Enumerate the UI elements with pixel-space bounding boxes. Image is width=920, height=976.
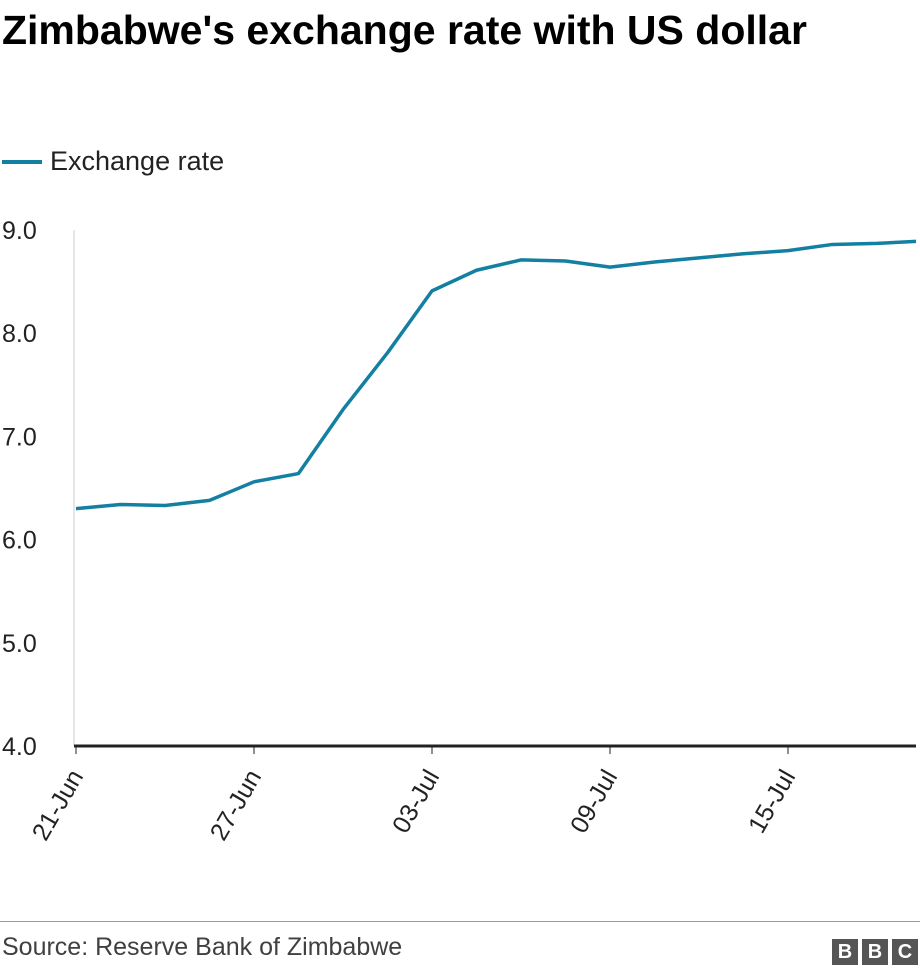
bbc-logo-letter: B [862, 939, 888, 965]
bbc-logo: B B C [832, 939, 918, 965]
footer-divider [0, 921, 920, 922]
y-tick-label: 6.0 [2, 527, 37, 555]
source-note: Source: Reserve Bank of Zimbabwe [2, 933, 403, 961]
y-tick-label: 4.0 [2, 733, 37, 761]
legend-swatch [2, 159, 42, 164]
legend: Exchange rate [2, 146, 224, 177]
legend-label: Exchange rate [50, 146, 225, 176]
line-chart: 4.0 5.0 6.0 7.0 8.0 9.0 21-Jun 27-Jun 03-Jul 09-J… [2, 217, 917, 845]
exchange-rate-line [75, 239, 917, 511]
x-tick-label: 21-Jun [27, 765, 89, 845]
y-tick-label: 5.0 [2, 630, 37, 658]
x-tick-label: 27-Jun [205, 765, 267, 845]
x-tick-label: 03-Jul [387, 765, 445, 838]
y-tick-label: 7.0 [2, 423, 37, 451]
x-tick-label: 15-Jul [743, 765, 801, 838]
y-tick-label: 9.0 [2, 217, 37, 245]
bbc-logo-letter: C [892, 939, 918, 965]
x-tick-label: 09-Jul [565, 765, 623, 838]
chart-title: Zimbabwe's exchange rate with US dollar [2, 7, 807, 53]
bbc-logo-letter: B [832, 939, 858, 965]
y-tick-label: 8.0 [2, 320, 37, 348]
